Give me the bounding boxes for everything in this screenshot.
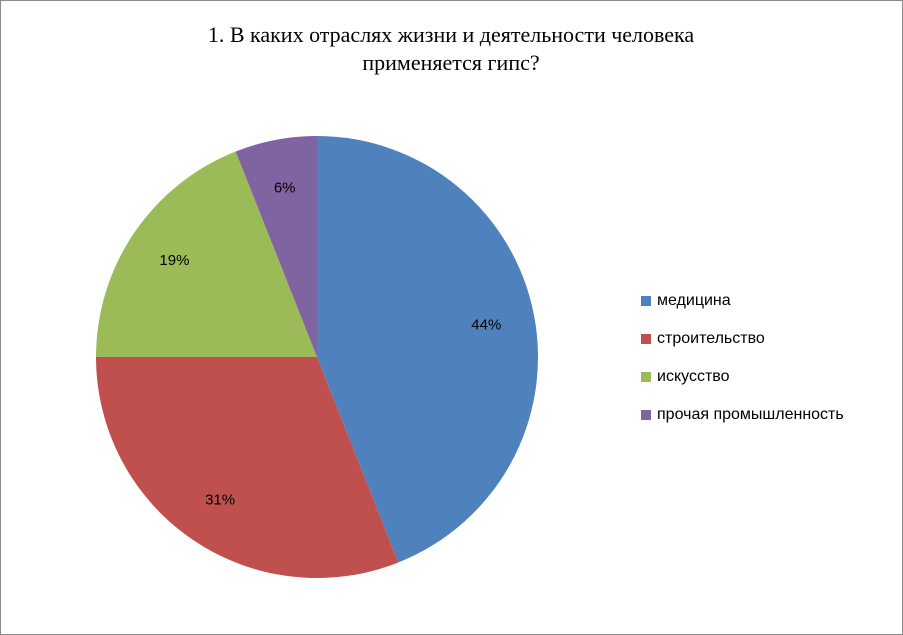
legend-swatch-art [641,371,651,382]
slice-label-medicine: 44% [471,317,501,334]
legend-swatch-medicine [641,295,651,306]
legend-label-other-industry: прочая промышленность [657,405,844,423]
legend-label-medicine: медицина [657,291,731,309]
slice-construction [96,357,399,579]
legend: медицина строительство искусство прочая … [641,289,844,441]
chart-title: 1. В каких отраслях жизни и деятельности… [207,22,695,75]
slice-other-industry [235,136,317,357]
slice-label-construction: 31% [205,492,235,509]
legend-swatch-other-industry [641,409,651,420]
legend-item-art: искусство [641,365,844,388]
slice-medicine [317,136,539,563]
legend-item-construction: строительство [641,327,844,350]
legend-item-other-industry: прочая промышленность [641,403,844,426]
slice-label-art: 19% [159,252,189,269]
legend-swatch-construction [641,333,651,344]
legend-label-construction: строительство [657,329,765,347]
legend-item-medicine: медицина [641,289,844,312]
legend-label-art: искусство [657,367,730,385]
slice-label-other-industry: 6% [274,180,296,197]
slice-art [96,151,317,357]
